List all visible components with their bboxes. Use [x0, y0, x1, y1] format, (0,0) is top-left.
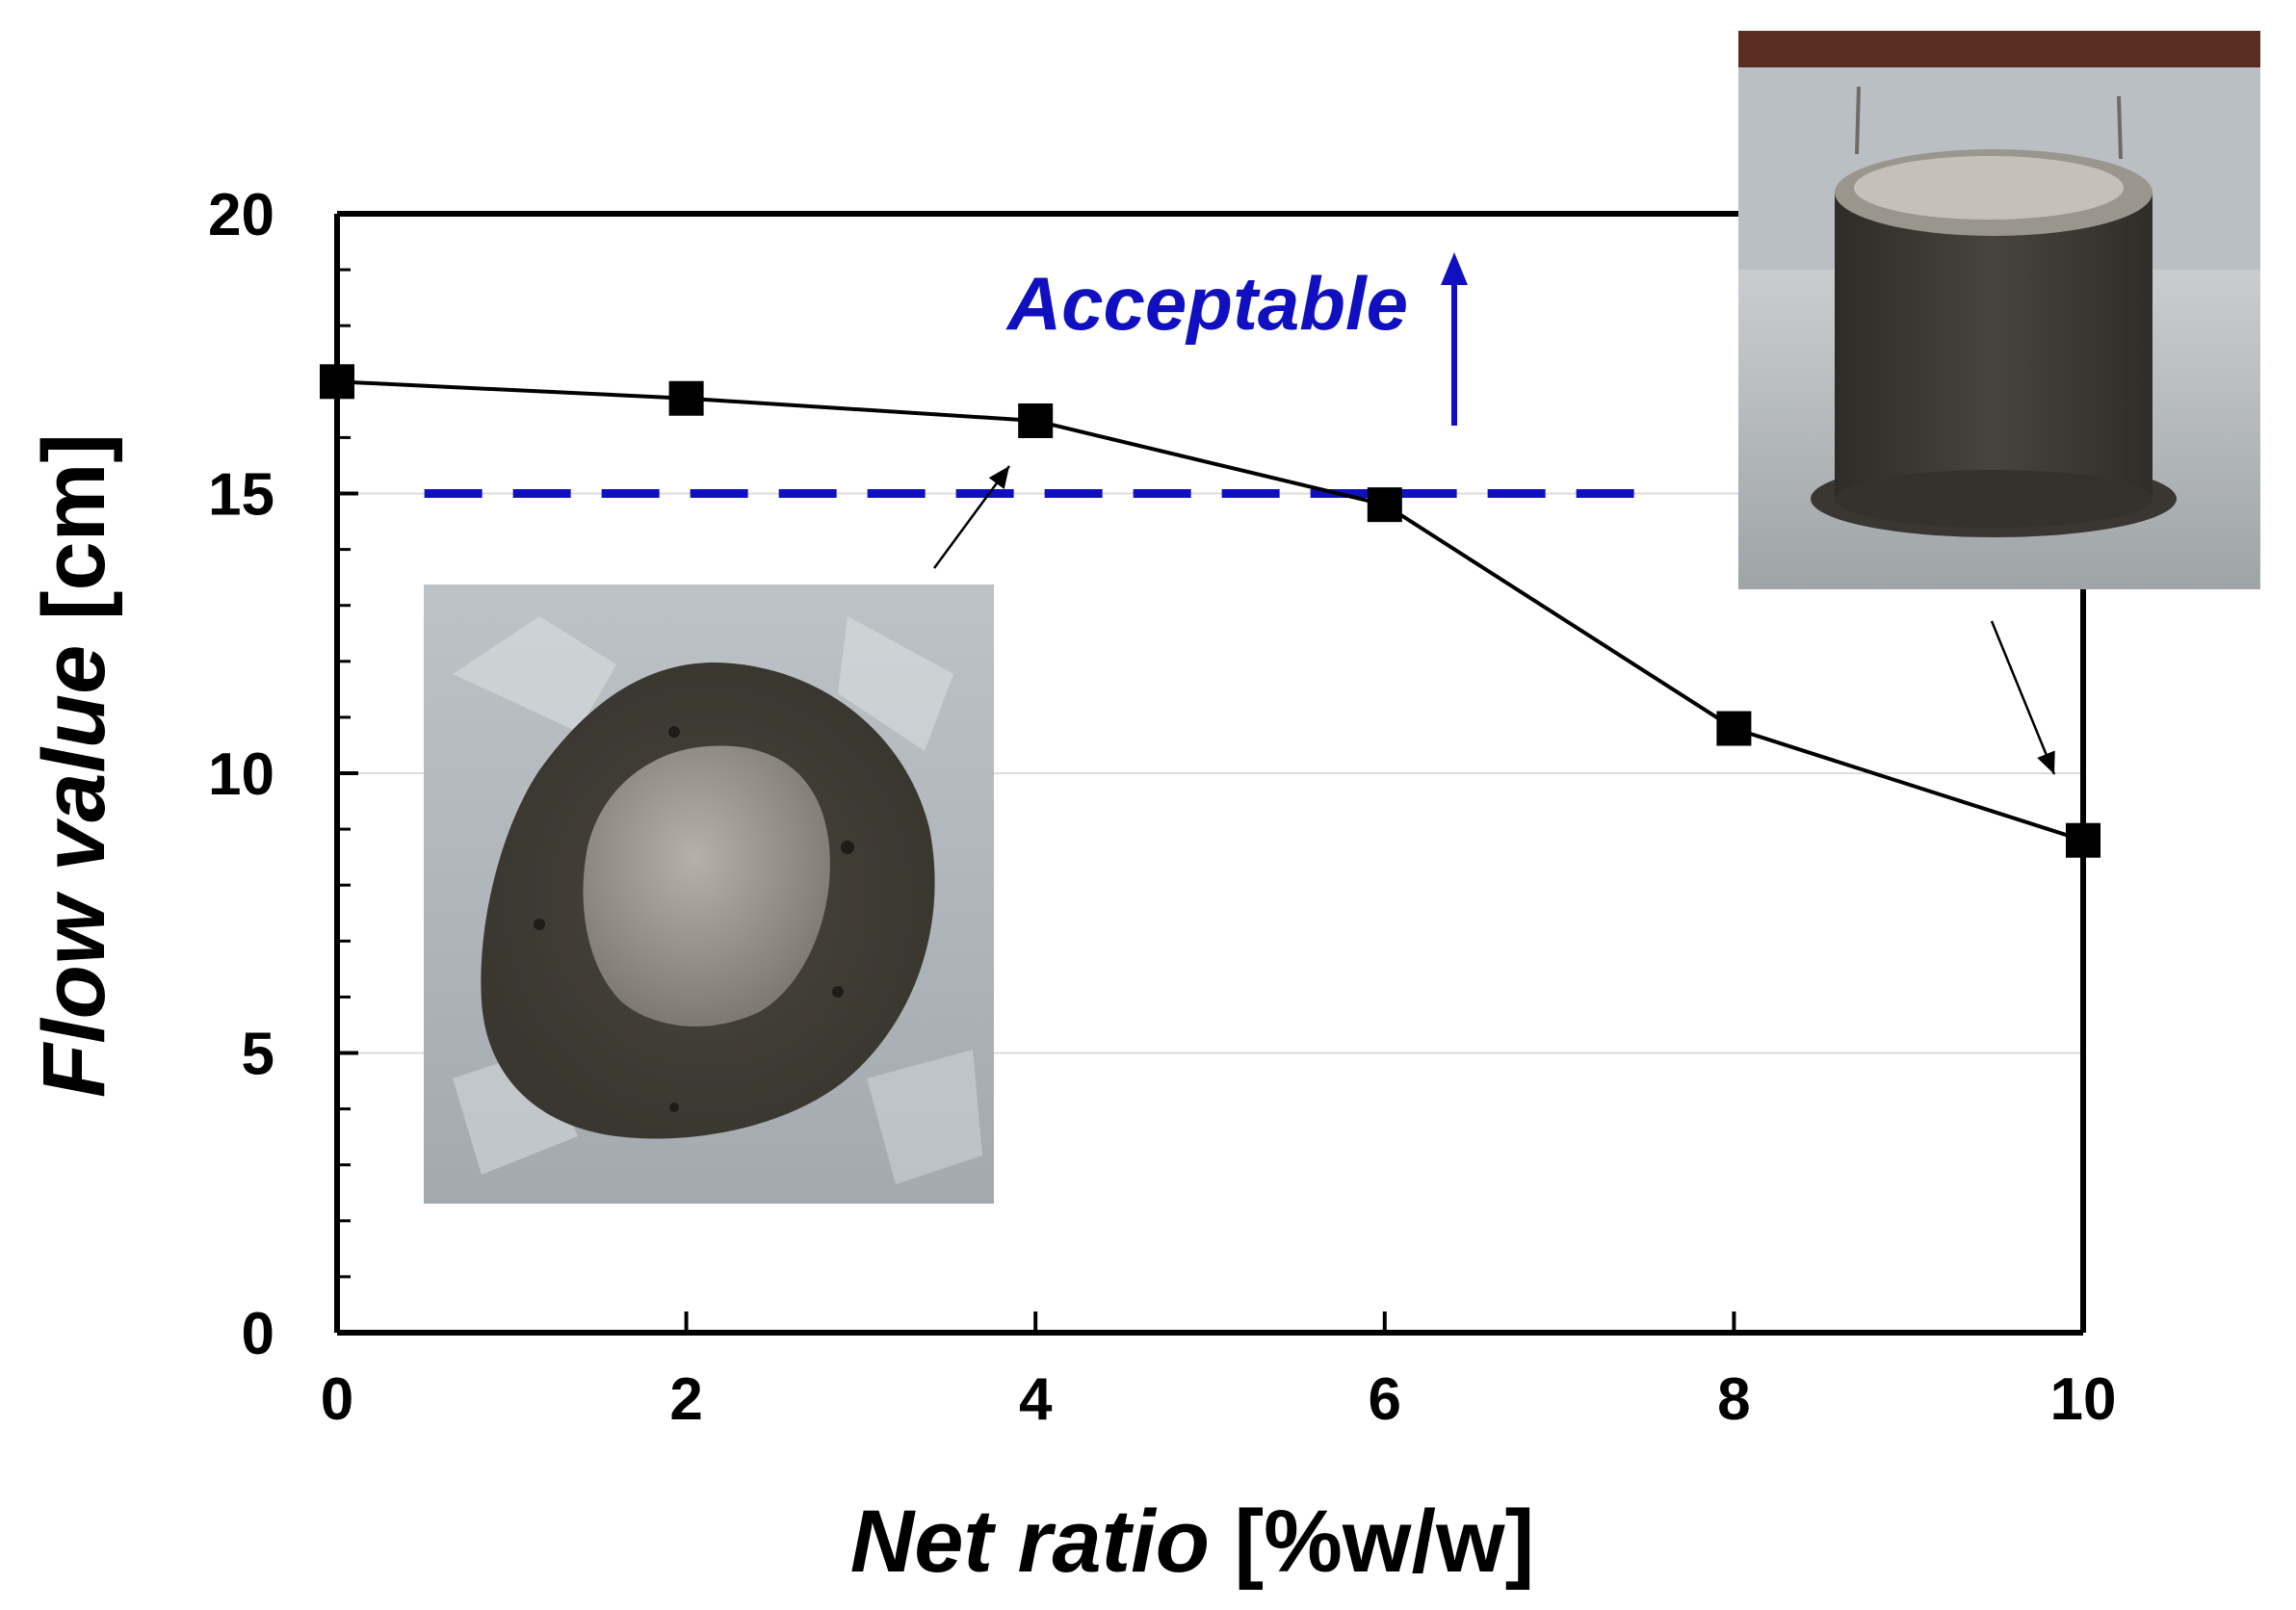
x-tick-label: 10 [2050, 1366, 2117, 1433]
data-point-marker [1367, 487, 1402, 523]
x-tick-label: 8 [1717, 1366, 1750, 1433]
y-axis-title-italic: Flow value [25, 645, 123, 1098]
y-tick-label: 5 [242, 1022, 274, 1088]
data-point-marker [668, 380, 704, 416]
data-point-marker [1018, 402, 1054, 438]
x-axis-title-italic: Net ratio [850, 1493, 1210, 1591]
x-tick-label: 2 [669, 1366, 702, 1433]
flow-spread-photo [424, 584, 994, 1204]
data-point-marker [320, 364, 354, 400]
y-tick-label: 20 [208, 182, 274, 248]
cylinder-slump-photo [1738, 31, 2260, 589]
y-axis-title-unit: [cm] [25, 433, 123, 645]
acceptable-up-arrow-icon [1441, 252, 1468, 426]
x-tick-label: 6 [1369, 1366, 1401, 1433]
x-axis-title: Net ratio [%w/w] [850, 1493, 1535, 1591]
acceptable-label: Acceptable [1005, 261, 1408, 346]
axis-ticks [335, 212, 2085, 1335]
data-point-marker [1716, 711, 1752, 746]
arrow-head [1441, 252, 1468, 285]
x-tick-label: 0 [321, 1366, 353, 1433]
x-axis-title-unit: [%w/w] [1210, 1493, 1534, 1591]
x-tick-label: 4 [1019, 1366, 1053, 1433]
y-tick-label: 10 [208, 741, 274, 808]
flow-series [320, 364, 2100, 858]
y-tick-label: 15 [208, 462, 274, 529]
series-line [336, 379, 2084, 843]
y-axis-title: Flow value [cm] [25, 433, 123, 1098]
data-point-marker [2066, 822, 2100, 858]
tick-labels: 0 2 4 6 8 10 0 5 10 15 20 [208, 182, 2116, 1433]
inset2-pointer-arrow [1990, 620, 2056, 775]
inset1-pointer-arrow [932, 465, 1011, 569]
y-tick-label: 0 [242, 1301, 274, 1367]
